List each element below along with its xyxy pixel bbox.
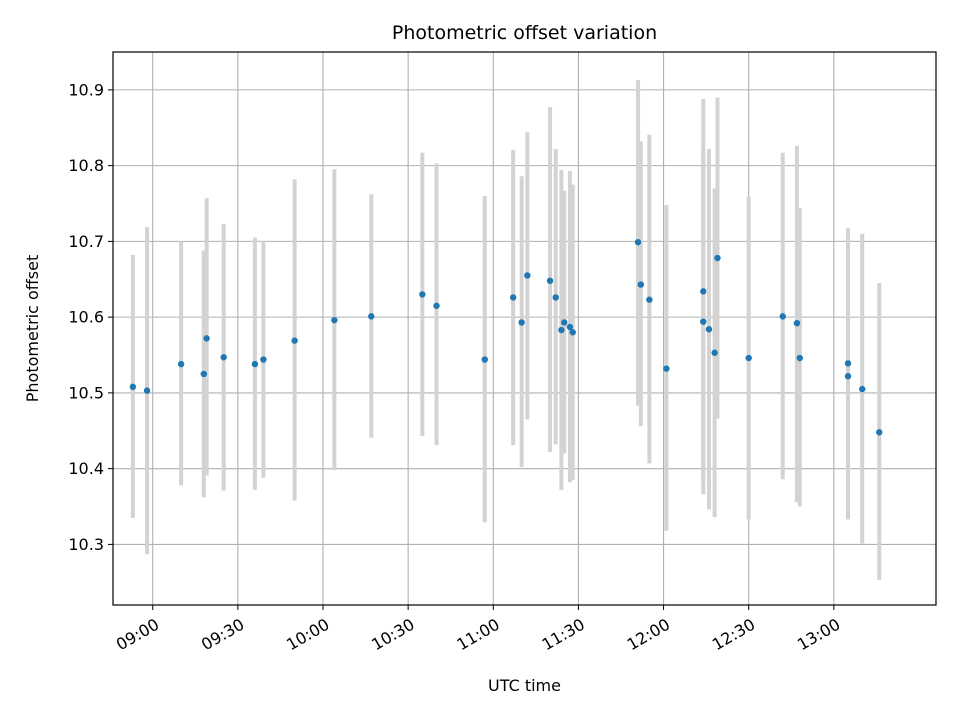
data-point	[745, 354, 752, 362]
chart-title: Photometric offset variation	[392, 22, 657, 44]
data-point	[561, 319, 568, 326]
data-point	[143, 387, 151, 394]
data-point	[844, 373, 852, 380]
data-point	[646, 296, 653, 303]
data-point	[546, 277, 554, 284]
y-axis-label: Photometric offset	[23, 255, 42, 403]
data-point	[779, 313, 786, 320]
y-tick-label: 10.6	[68, 308, 104, 327]
data-point	[663, 365, 670, 372]
data-point	[859, 385, 866, 393]
data-point	[177, 360, 185, 368]
data-points	[129, 238, 883, 436]
x-axis-label: UTC time	[488, 676, 561, 695]
data-point	[637, 281, 645, 288]
data-point	[796, 354, 803, 362]
data-point	[251, 360, 259, 368]
data-point	[203, 335, 210, 342]
data-point	[368, 313, 375, 320]
data-point	[260, 356, 267, 363]
data-point	[509, 294, 517, 301]
y-tick-label: 10.7	[68, 232, 104, 251]
data-point	[524, 272, 531, 279]
y-tick-label: 10.5	[68, 383, 104, 402]
y-tick-label: 10.8	[68, 156, 104, 175]
data-point	[481, 356, 488, 363]
data-point	[876, 429, 883, 436]
data-point	[566, 323, 574, 331]
data-point	[518, 319, 525, 326]
data-point	[705, 326, 713, 333]
data-point	[569, 329, 576, 336]
data-point	[291, 337, 298, 344]
data-point	[220, 354, 227, 361]
data-point	[419, 291, 426, 298]
data-point	[433, 302, 440, 309]
data-point	[634, 238, 642, 246]
data-point	[700, 288, 707, 295]
data-point	[844, 360, 852, 367]
y-tick-label: 10.4	[68, 459, 104, 478]
data-point	[552, 294, 559, 301]
data-point	[711, 349, 718, 356]
data-point	[700, 318, 707, 325]
data-point	[200, 370, 208, 378]
y-tick-label: 10.3	[68, 535, 104, 554]
plot-area-frame	[112, 51, 937, 606]
data-point	[558, 326, 565, 334]
data-point	[331, 316, 338, 324]
y-tick-label: 10.9	[68, 80, 104, 99]
data-point	[793, 319, 801, 327]
data-point	[129, 383, 137, 391]
data-point	[714, 254, 721, 262]
